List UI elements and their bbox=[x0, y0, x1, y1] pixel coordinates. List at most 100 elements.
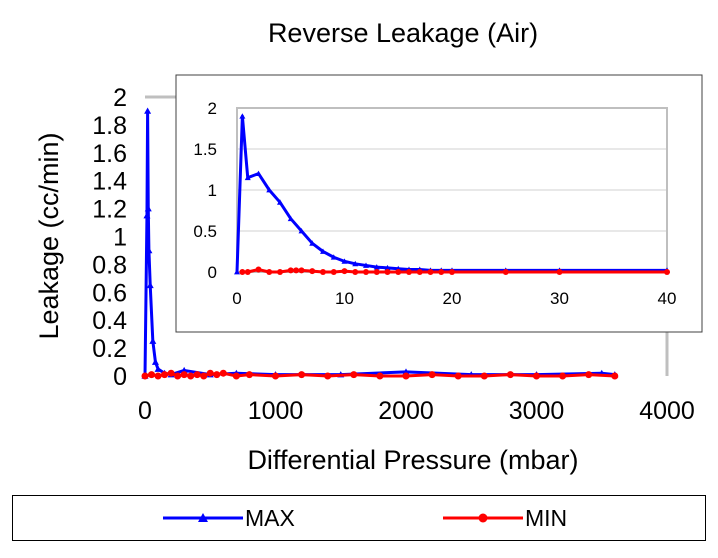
inset-point-min bbox=[556, 269, 563, 275]
main-y-tick-label: 0.4 bbox=[92, 307, 127, 335]
inset-x-tick-label: 30 bbox=[550, 289, 569, 308]
legend-swatch-min bbox=[443, 513, 523, 523]
main-point-min bbox=[154, 372, 162, 380]
main-point-max bbox=[145, 246, 153, 254]
inset-point-min bbox=[309, 268, 316, 275]
main-point-max bbox=[151, 358, 159, 365]
inset-point-min bbox=[416, 269, 423, 275]
inset-point-min bbox=[341, 268, 348, 275]
inset-point-max bbox=[255, 170, 262, 176]
main-y-tick-label: 0.2 bbox=[92, 335, 127, 363]
main-y-tick-label: 2 bbox=[113, 84, 127, 112]
inset-x-tick-label: 10 bbox=[335, 289, 354, 308]
main-y-tick-label: 1 bbox=[113, 224, 127, 252]
inset-point-max bbox=[320, 248, 326, 254]
main-y-tick-label: 1.6 bbox=[92, 140, 127, 168]
main-point-min bbox=[213, 371, 221, 379]
main-x-tick-label: 4000 bbox=[639, 397, 695, 425]
main-point-min bbox=[206, 369, 214, 377]
inset-point-max bbox=[330, 254, 337, 260]
legend-item-max: MAX bbox=[163, 496, 295, 540]
main-point-min bbox=[148, 371, 156, 379]
inset-x-tick-label: 40 bbox=[658, 289, 677, 308]
main-point-max bbox=[149, 337, 157, 344]
inset-point-min bbox=[373, 269, 380, 275]
main-point-min bbox=[193, 371, 201, 379]
main-point-min bbox=[187, 372, 195, 380]
inset-point-max bbox=[341, 258, 348, 264]
inset-point-max bbox=[309, 240, 316, 246]
main-point-max bbox=[154, 365, 162, 372]
legend-swatch-max bbox=[163, 513, 243, 522]
main-point-min bbox=[506, 371, 514, 379]
inset-point-max bbox=[363, 262, 369, 268]
main-point-min bbox=[167, 369, 175, 377]
inset-point-min bbox=[287, 267, 294, 274]
inset-point-min bbox=[395, 269, 402, 275]
main-point-min bbox=[350, 371, 358, 379]
inset-point-max bbox=[352, 260, 359, 267]
inset-point-min bbox=[664, 269, 670, 275]
inset-point-min bbox=[352, 269, 359, 275]
inset-point-min bbox=[293, 267, 300, 274]
main-point-min bbox=[559, 372, 567, 380]
main-point-min bbox=[298, 371, 306, 379]
inset-panel bbox=[175, 74, 703, 333]
main-point-min bbox=[585, 371, 593, 379]
main-y-tick-label: 1.2 bbox=[92, 196, 127, 224]
main-point-min bbox=[272, 372, 279, 380]
main-y-tick-label: 1.8 bbox=[92, 112, 127, 140]
inset-y-tick-label: 0.5 bbox=[193, 222, 217, 241]
main-point-min bbox=[376, 372, 384, 380]
main-y-tick-label: 0 bbox=[113, 363, 127, 391]
main-point-min bbox=[141, 372, 149, 380]
main-point-min bbox=[174, 372, 182, 380]
inset-point-max bbox=[384, 264, 391, 271]
inset-point-min bbox=[330, 269, 337, 275]
main-point-min bbox=[428, 371, 436, 379]
inset-point-min bbox=[298, 267, 305, 274]
inset-y-tick-label: 2 bbox=[208, 99, 217, 118]
legend-label-min: MIN bbox=[525, 504, 568, 531]
inset-point-max bbox=[277, 199, 283, 205]
main-x-tick-label: 3000 bbox=[509, 397, 565, 425]
inset-point-max bbox=[266, 187, 273, 193]
inset-point-min bbox=[427, 269, 434, 275]
main-point-min bbox=[245, 371, 253, 379]
inset-point-min bbox=[438, 269, 445, 275]
inset-point-min bbox=[502, 269, 509, 275]
main-point-max bbox=[144, 205, 152, 212]
inset-point-min bbox=[266, 269, 273, 275]
legend-item-min: MIN bbox=[443, 496, 567, 540]
main-x-tick-label: 0 bbox=[138, 397, 152, 425]
main-point-min bbox=[324, 372, 332, 380]
inset-point-max bbox=[239, 113, 246, 119]
inset-y-tick-label: 1 bbox=[208, 181, 217, 200]
inset-point-max bbox=[298, 228, 305, 234]
inset-point-max bbox=[373, 264, 380, 270]
inset-point-min bbox=[449, 269, 455, 275]
inset-point-min bbox=[406, 269, 412, 275]
inset-y-tick-label: 1.5 bbox=[193, 140, 217, 159]
main-x-tick-label: 2000 bbox=[378, 397, 434, 425]
inset-point-min bbox=[320, 269, 326, 275]
main-point-max bbox=[144, 107, 152, 114]
main-point-max bbox=[143, 212, 151, 219]
main-x-tick-label: 1000 bbox=[248, 397, 304, 425]
inset-point-min bbox=[384, 269, 391, 275]
main-x-axis-title: Differential Pressure (mbar) bbox=[247, 445, 578, 475]
main-point-min bbox=[402, 372, 410, 380]
main-point-min bbox=[232, 372, 240, 380]
main-point-min bbox=[200, 372, 208, 380]
inset-y-tick-label: 0 bbox=[208, 263, 217, 282]
inset-point-min bbox=[239, 269, 246, 275]
main-point-min bbox=[454, 372, 462, 380]
inset-point-min bbox=[244, 269, 251, 275]
main-y-axis-title: Leakage (cc/min) bbox=[34, 132, 64, 339]
chart-legend: MAX MIN bbox=[12, 495, 706, 541]
inset-x-tick-label: 0 bbox=[232, 289, 241, 308]
main-point-min bbox=[161, 371, 169, 379]
legend-label-max: MAX bbox=[245, 504, 295, 531]
main-point-min bbox=[480, 372, 488, 380]
